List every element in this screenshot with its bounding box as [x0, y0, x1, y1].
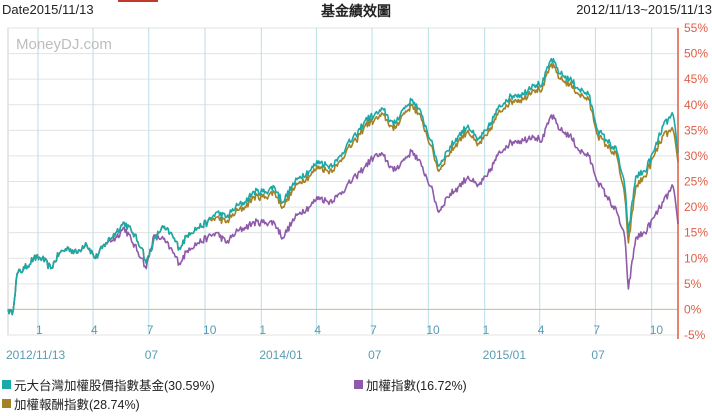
legend-item-taiex: 加權指數(16.72%): [354, 375, 467, 394]
date-range: 2012/11/13~2015/11/13: [576, 2, 712, 17]
y-tick-label: 40%: [684, 98, 708, 112]
y-tick-label: 45%: [684, 72, 708, 86]
month-tick-label: 1: [36, 323, 43, 337]
y-tick-label: 35%: [684, 123, 708, 137]
legend-item-etf: 元大台灣加權股價指數基金(30.59%): [2, 375, 215, 394]
x-axis-label: 07: [145, 348, 159, 362]
y-tick-label: 25%: [684, 175, 708, 189]
month-tick-label: 7: [370, 323, 377, 337]
y-tick-label: 50%: [684, 47, 708, 61]
y-tick-label: 20%: [684, 200, 708, 214]
x-axis-label: 07: [368, 348, 382, 362]
y-tick-label: 15%: [684, 226, 708, 240]
month-tick-label: 10: [650, 323, 664, 337]
month-tick-label: 4: [314, 323, 321, 337]
top-accent-line: [118, 0, 158, 2]
month-tick-label: 1: [259, 323, 266, 337]
month-tick-label: 10: [203, 323, 217, 337]
x-axis-label: 2012/11/13: [6, 348, 65, 362]
as-of-date: Date2015/11/13: [2, 2, 94, 17]
y-tick-label: 5%: [684, 277, 702, 291]
legend-label-total-return: 加權報酬指數(28.74%): [14, 398, 140, 412]
series-line-0: [7, 57, 679, 316]
x-axis-label: 07: [591, 348, 605, 362]
series-line-1: [7, 114, 679, 316]
legend-swatch-etf: [2, 380, 11, 389]
x-axis-label: 2014/01: [259, 348, 303, 362]
legend-swatch-taiex: [354, 380, 363, 389]
y-tick-label: 0%: [684, 302, 702, 316]
legend-label-etf: 元大台灣加權股價指數基金(30.59%): [14, 379, 215, 393]
month-tick-label: 7: [593, 323, 600, 337]
legend-swatch-total-return: [2, 399, 11, 408]
y-tick-label: 10%: [684, 251, 708, 265]
x-axis-label: 2015/01: [483, 348, 527, 362]
legend-item-total-return: 加權報酬指數(28.74%): [2, 394, 140, 413]
month-tick-label: 7: [147, 323, 154, 337]
month-tick-label: 1: [483, 323, 490, 337]
y-tick-label: 30%: [684, 149, 708, 163]
month-tick-label: 4: [538, 323, 545, 337]
y-tick-label: 55%: [684, 21, 708, 35]
watermark: MoneyDJ.com: [16, 36, 112, 53]
y-tick-label: -5%: [684, 328, 706, 342]
month-tick-label: 4: [91, 323, 98, 337]
legend-label-taiex: 加權指數(16.72%): [366, 379, 467, 393]
month-tick-label: 10: [426, 323, 440, 337]
